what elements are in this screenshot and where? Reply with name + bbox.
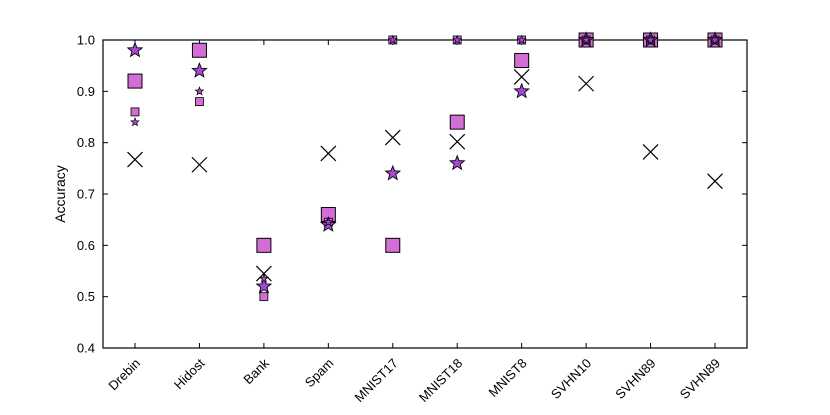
square-large-marker bbox=[449, 114, 465, 130]
cross-marker bbox=[127, 151, 143, 168]
x-tick-label: Bank bbox=[240, 355, 272, 387]
square-large-marker bbox=[514, 53, 530, 69]
x-tick-label: SVHN10 bbox=[548, 356, 594, 402]
star-small-marker bbox=[581, 34, 592, 45]
square-small-marker bbox=[259, 292, 269, 302]
square-large-marker bbox=[256, 237, 272, 253]
y-axis-ticks: 0.4 0.5 0.6 0.7 0.8 0.9 1.0 bbox=[77, 33, 747, 356]
y-tick-label: 0.5 bbox=[77, 289, 95, 304]
cross-marker bbox=[384, 129, 401, 146]
star-large-marker bbox=[384, 164, 402, 181]
star-large-marker bbox=[191, 62, 208, 78]
cross-marker bbox=[707, 173, 723, 190]
plot-frame bbox=[102, 39, 748, 349]
y-tick-label: 0.9 bbox=[77, 84, 95, 99]
x-tick-label: MNIST18 bbox=[416, 356, 465, 405]
star-small-marker bbox=[516, 34, 527, 45]
x-tick-label: Hidost bbox=[171, 355, 208, 392]
cross-marker bbox=[513, 69, 530, 85]
star-small-marker bbox=[645, 34, 656, 45]
star-small-marker bbox=[323, 217, 334, 227]
cross-marker bbox=[191, 156, 208, 173]
y-tick-label: 1.0 bbox=[77, 33, 95, 48]
star-large-marker bbox=[448, 154, 466, 171]
cross-marker bbox=[578, 75, 595, 92]
star-large-marker bbox=[126, 41, 144, 58]
star-small-marker bbox=[452, 34, 463, 45]
square-large-marker bbox=[127, 73, 143, 89]
square-small-marker bbox=[130, 107, 140, 117]
data-markers bbox=[126, 31, 724, 302]
x-tick-label: MNIST17 bbox=[351, 356, 400, 405]
y-tick-label: 0.7 bbox=[77, 187, 95, 202]
y-tick-label: 0.6 bbox=[77, 238, 95, 253]
star-small-marker bbox=[387, 34, 398, 45]
y-tick-label: 0.8 bbox=[77, 135, 95, 150]
x-tick-label: MNIST8 bbox=[485, 356, 529, 400]
x-tick-label: SVHN89 bbox=[612, 356, 658, 402]
star-large-marker bbox=[255, 277, 273, 294]
star-small-marker bbox=[130, 116, 140, 127]
x-tick-label: Spam bbox=[302, 356, 337, 391]
cross-marker bbox=[255, 265, 272, 282]
star-small-marker bbox=[710, 34, 720, 45]
star-small-marker bbox=[194, 86, 205, 96]
y-tick-label: 0.4 bbox=[77, 341, 95, 356]
square-large-marker bbox=[385, 237, 401, 253]
x-tick-label: SVHN89 bbox=[677, 356, 723, 402]
star-large-marker bbox=[513, 82, 530, 99]
square-small-marker bbox=[195, 97, 204, 106]
x-tick-label: Drebin bbox=[105, 356, 143, 394]
cross-marker bbox=[320, 145, 337, 162]
y-axis-label: Accuracy bbox=[52, 165, 68, 223]
x-axis-ticks: Drebin Hidost Bank Spam MNIST17 MNIST18 MNIST8… bbox=[105, 40, 723, 405]
cross-marker bbox=[642, 143, 659, 160]
cross-marker bbox=[449, 133, 466, 150]
square-large-marker bbox=[191, 42, 207, 58]
